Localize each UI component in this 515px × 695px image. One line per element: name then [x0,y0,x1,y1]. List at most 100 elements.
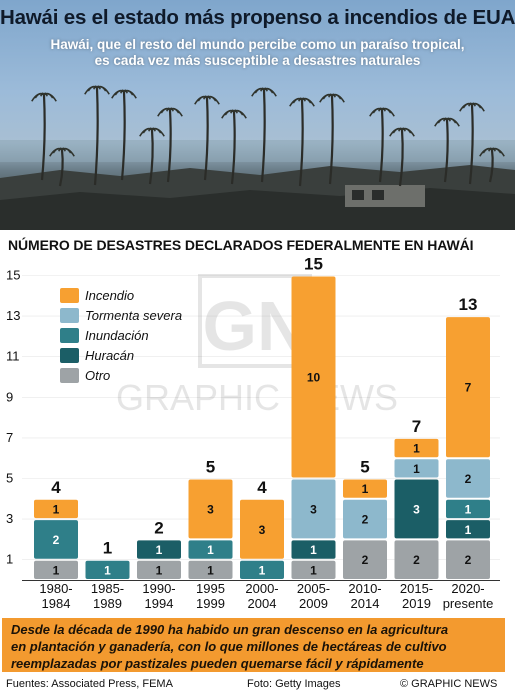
bar-segment [394,479,439,539]
palm-frond [224,109,235,116]
bar-segment [446,499,490,519]
palm-trunk [328,95,334,185]
bar-total-label: 5 [360,458,369,477]
legend-label: Otro [85,368,110,383]
bar-value-label: 1 [156,543,163,557]
bar-segment [394,540,439,579]
building-window [372,190,384,200]
x-tick-label: 1999 [196,596,225,611]
bar-segment [188,560,233,579]
bar-segment [394,438,439,458]
bar-segment [446,459,490,498]
palm-frond [471,103,485,112]
bar-segment [188,479,233,539]
hero-photo: Hawái es el estado más propenso a incend… [0,0,515,230]
watermark-logo: GN [203,287,308,365]
bar-value-label: 3 [259,523,266,537]
x-tick-label: 2014 [351,596,380,611]
palm-frond [446,118,460,127]
bar-value-label: 3 [310,502,317,516]
palm-frond [381,108,395,117]
bar-value-label: 1 [156,563,163,577]
palm-frond [61,148,75,157]
footnote-line-2: en plantación y ganadería, con lo que mi… [11,639,447,654]
bar-value-label: 2 [413,553,420,567]
bar-value-label: 1 [259,563,266,577]
palm-trunk [58,149,64,187]
palm-frond [301,98,315,107]
palm-frond [160,107,171,114]
palm-frond [401,128,415,137]
palm-trunk [40,94,46,181]
palm-frond [437,117,448,124]
x-tick-label: 2019 [402,596,431,611]
bar-value-label: 1 [53,502,60,516]
bar-segment [188,540,233,559]
palm-trunk [443,119,449,183]
x-tick-label: 1994 [145,596,174,611]
building-window [352,190,364,200]
palm-trunk [148,129,154,185]
legend-swatch [60,328,79,343]
palm-frond [263,88,277,97]
bar-segment [85,560,130,579]
palm-frond [114,89,125,96]
bar-segment [240,499,284,559]
palm-trunk [398,129,404,187]
x-tick-label: 1980- [39,581,72,596]
bar-value-label: 1 [465,523,472,537]
burned-palm-trees-photo [0,85,515,230]
y-tick-label: 9 [6,389,13,404]
palm-frond [331,94,345,103]
palm-trunk [230,111,236,185]
page-subtitle-line-2: es cada vez más susceptible a desastres … [94,53,421,68]
bar-segment [291,276,336,478]
rubble-foreground [0,188,515,230]
palm-trunk [120,91,126,181]
bar-value-label: 1 [104,563,111,577]
x-tick-label: 2000- [245,581,278,596]
legend-swatch [60,308,79,323]
palm-frond [322,93,333,100]
bar-total-label: 4 [51,478,61,497]
x-tick-label: 2015- [400,581,433,596]
bar-value-label: 1 [362,482,369,496]
palm-frond [87,85,98,92]
page-title: Hawái es el estado más propenso a incend… [0,6,515,29]
bar-segment [343,479,387,498]
x-tick-label: 1985- [91,581,124,596]
bar-value-label: 1 [207,543,214,557]
palm-frond [169,108,183,117]
y-tick-label: 11 [6,349,20,364]
bar-value-label: 2 [362,553,369,567]
bar-value-label: 1 [413,442,420,456]
x-tick-label: 1990- [142,581,175,596]
bar-segment [343,540,387,579]
bar-value-label: 1 [207,563,214,577]
bar-total-label: 13 [459,295,478,314]
bar-total-label: 15 [304,258,323,274]
chart-title: NÚMERO DE DESASTRES DECLARADOS FEDERALME… [8,237,474,253]
page-subtitle-line-1: Hawái, que el resto del mundo percibe co… [50,37,465,52]
bar-value-label: 2 [465,472,472,486]
palm-frond [142,127,153,134]
x-tick-label: 2010- [348,581,381,596]
legend-swatch [60,288,79,303]
palm-trunk [166,109,172,183]
bar-segment [394,459,439,478]
bar-value-label: 2 [362,513,369,527]
bar-segment [291,479,336,539]
bar-segment [34,499,78,519]
watermark: GN GRAPHIC NEWS [116,274,398,418]
palm-trunk [260,89,266,183]
legend-label: Incendio [85,288,134,303]
bar-segment [34,520,78,559]
watermark-text: GRAPHIC NEWS [116,377,398,418]
palm-frond [151,128,165,137]
footnote-box: Desde la década de 1990 ha habido un gra… [2,618,505,672]
legend-swatch [60,348,79,363]
footnote-line-1: Desde la década de 1990 ha habido un gra… [11,622,449,637]
bar-segment [34,560,78,579]
bar-value-label: 3 [413,502,420,516]
